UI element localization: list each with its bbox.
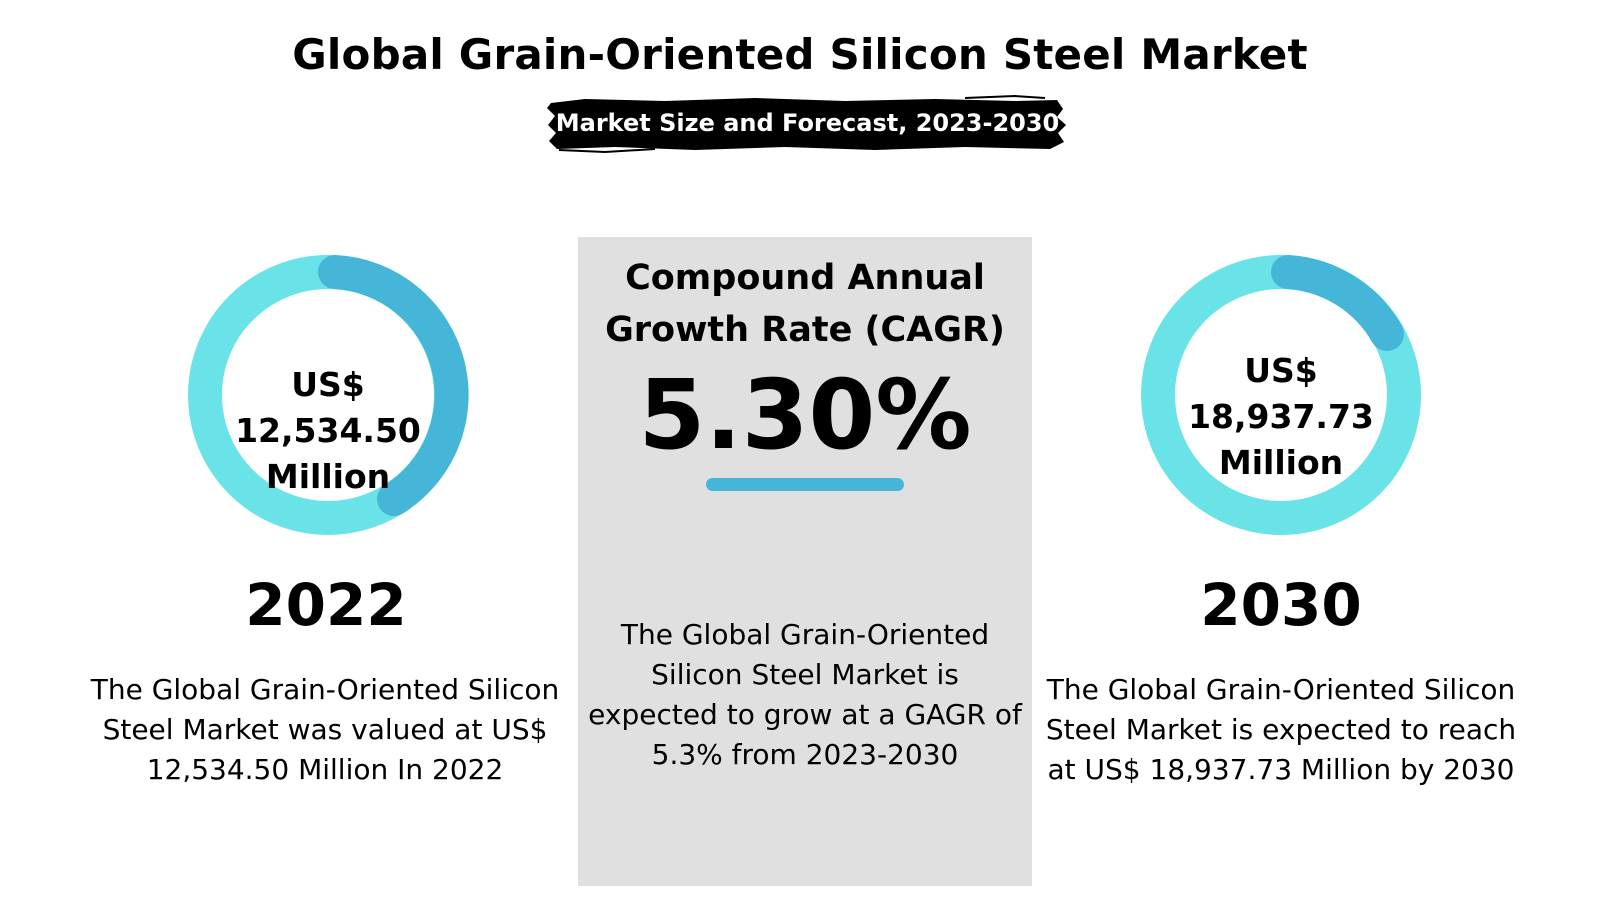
- description-2030: The Global Grain-Oriented Silicon Steel …: [1045, 673, 1517, 786]
- ring-value-2030: US$ 18,937.73 Million: [1136, 348, 1426, 486]
- ring-unit: Million: [1218, 443, 1344, 482]
- ring-currency: US$: [1244, 351, 1318, 390]
- cagr-description: The Global Grain-Oriented Silicon Steel …: [588, 618, 1022, 771]
- subtitle-banner: Market Size and Forecast, 2023-2030: [545, 95, 1070, 153]
- page-title: Global Grain-Oriented Silicon Steel Mark…: [292, 30, 1308, 79]
- cagr-value: 5.30%: [638, 359, 972, 471]
- year-2022-label: 2022: [245, 571, 407, 639]
- year-2030-label: 2030: [1200, 571, 1362, 639]
- ring-progress-arc: [1271, 255, 1404, 351]
- ring-unit: Million: [265, 457, 391, 496]
- cagr-heading-line1: Compound Annual: [625, 258, 985, 298]
- ring-currency: US$: [291, 365, 365, 404]
- ring-value-2022: US$ 12,534.50 Million: [183, 362, 473, 500]
- donut-ring-2022: [188, 255, 469, 535]
- cagr-heading: Compound Annual Growth Rate (CAGR): [578, 252, 1032, 356]
- description-2022: The Global Grain-Oriented Silicon Steel …: [90, 673, 560, 786]
- cagr-underline-bar: [706, 478, 904, 491]
- donut-ring-2030: [1141, 255, 1421, 535]
- ring-amount: 12,534.50: [235, 411, 421, 450]
- cagr-panel: [578, 237, 1032, 886]
- ring-amount: 18,937.73: [1188, 397, 1374, 436]
- brush-stroke-background: [547, 95, 1066, 153]
- cagr-heading-line2: Growth Rate (CAGR): [605, 310, 1005, 350]
- ring-progress-arc: [318, 255, 469, 516]
- subtitle: Market Size and Forecast, 2023-2030: [555, 109, 1060, 137]
